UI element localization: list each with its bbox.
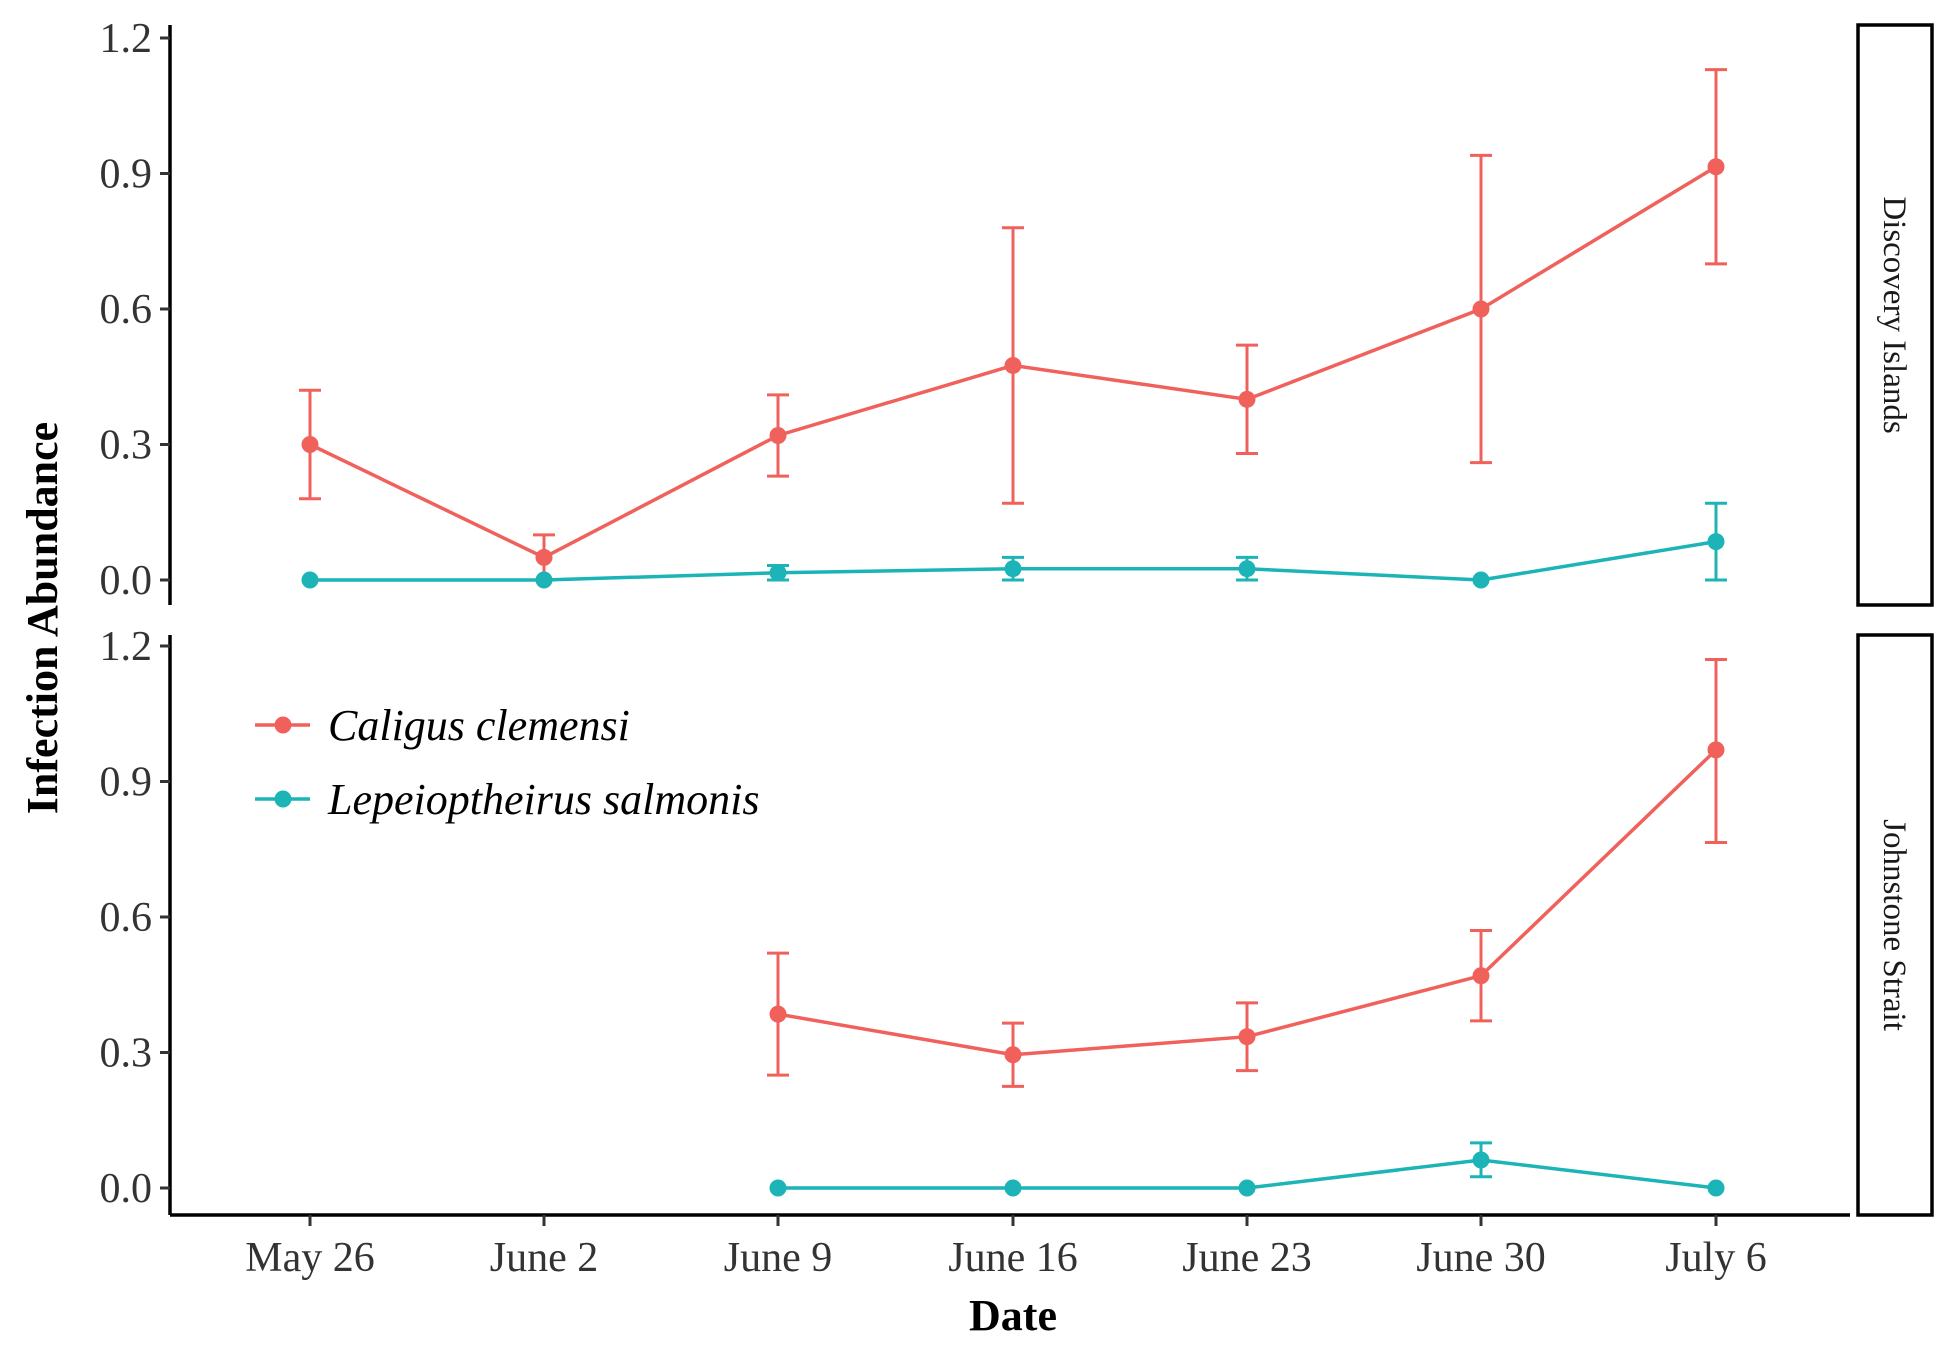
data-point [1472,1151,1490,1169]
x-tick-label: June 23 [1182,1235,1312,1281]
data-point [1707,158,1725,176]
data-point [535,548,553,566]
x-tick-label: June 16 [948,1235,1078,1281]
data-point [769,1005,787,1023]
legend-label: Lepeioptheirus salmonis [327,775,759,824]
data-point [769,1179,787,1197]
data-point [1472,967,1490,985]
data-point [1238,1179,1256,1197]
facet-strip-label: Johnstone Strait [1876,819,1912,1031]
data-point [1707,741,1725,759]
x-tick-label: July 6 [1665,1235,1767,1281]
y-tick-label: 0.3 [100,423,153,469]
y-tick-label: 0.9 [100,760,153,806]
data-point [301,436,319,453]
data-point [1004,1046,1022,1064]
data-point [1004,560,1022,578]
facet-strip-label: Discovery Islands [1876,196,1912,433]
x-axis-title: Date [969,1291,1057,1340]
data-point [1707,533,1725,551]
data-point [301,571,319,589]
legend-key-point [274,716,292,734]
y-tick-label: 0.0 [100,1166,153,1212]
data-point [1472,571,1490,589]
y-tick-label: 1.2 [100,16,153,62]
y-axis-title: Infection Abundance [18,422,67,814]
data-point [1238,560,1256,578]
data-point [769,564,787,582]
data-point [1238,1028,1256,1046]
y-tick-label: 0.6 [100,895,153,941]
x-tick-label: June 30 [1416,1235,1546,1281]
data-point [1707,1179,1725,1197]
y-tick-label: 0.9 [100,152,153,198]
legend-label: Caligus clemensi [328,701,630,750]
y-tick-label: 0.3 [100,1031,153,1077]
x-tick-label: June 2 [490,1235,599,1281]
data-point [769,426,787,444]
y-tick-label: 0.0 [100,558,153,604]
data-point [1004,1179,1022,1197]
data-point [1238,390,1256,408]
data-point [1472,300,1490,318]
data-point [1004,356,1022,374]
data-point [535,571,553,589]
facet-strip [1856,23,1934,607]
x-tick-label: June 9 [724,1235,833,1281]
legend-key-point [274,790,292,808]
x-tick-label: May 26 [245,1235,375,1281]
y-tick-label: 0.6 [100,287,153,333]
y-tick-label: 1.2 [100,624,153,670]
facet-strip [1856,633,1934,1217]
